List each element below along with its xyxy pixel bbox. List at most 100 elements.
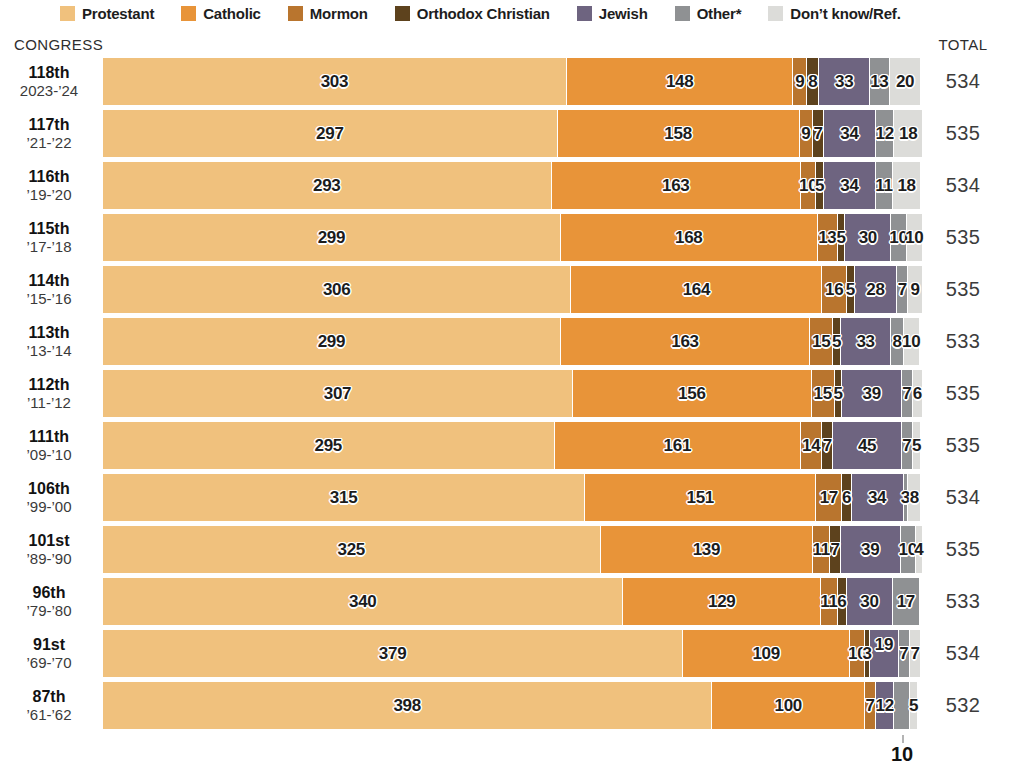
bar-segment-other- bbox=[894, 682, 909, 729]
legend-label: Jewish bbox=[599, 5, 648, 22]
bar-segment-don-t-know-ref-: 10 bbox=[907, 214, 922, 261]
segment-value: 34 bbox=[868, 488, 886, 508]
total-value: 535 bbox=[934, 370, 992, 417]
congress-label: 118th bbox=[29, 64, 70, 82]
congress-row: 101st ’89-’90 32513911739104 535 bbox=[0, 526, 1024, 573]
legend-item: Don’t know/Ref. bbox=[768, 5, 900, 22]
row-label: 117th ’21-’22 bbox=[0, 110, 98, 157]
segment-value: 100 bbox=[775, 696, 802, 716]
bar-segment-mormon: 7 bbox=[865, 682, 876, 729]
congress-row: 118th 2023-’24 30314898331320 534 bbox=[0, 58, 1024, 105]
row-label: 115th ’17-’18 bbox=[0, 214, 98, 261]
bar-segment-jewish: 28 bbox=[855, 266, 898, 313]
congress-years: ’99-’00 bbox=[26, 498, 71, 515]
segment-value: 158 bbox=[664, 124, 691, 144]
bar-segment-catholic: 109 bbox=[683, 630, 850, 677]
congress-row: 91st ’69-’70 3791091031977 534 bbox=[0, 630, 1024, 677]
bar-segment-catholic: 164 bbox=[571, 266, 822, 313]
segment-value: 34 bbox=[840, 124, 858, 144]
total-value: 534 bbox=[934, 58, 992, 105]
bar-segment-protestant: 307 bbox=[103, 370, 573, 417]
segment-value: 15 bbox=[814, 384, 832, 404]
segment-value: 7 bbox=[902, 384, 911, 404]
bar-segment-catholic: 161 bbox=[555, 422, 801, 469]
segment-value: 5 bbox=[832, 332, 841, 352]
row-label: 106th ’99-’00 bbox=[0, 474, 98, 521]
segment-value: 39 bbox=[861, 540, 879, 560]
segment-value: 10 bbox=[902, 332, 920, 352]
stacked-bar: 30314898331320 bbox=[103, 58, 920, 105]
bar-segment-orthodox-christian: 7 bbox=[813, 110, 824, 157]
legend-label: Mormon bbox=[310, 5, 368, 22]
bar-segment-mormon: 14 bbox=[801, 422, 822, 469]
legend-swatch bbox=[395, 6, 410, 21]
congress-label: 117th bbox=[29, 116, 70, 134]
legend-label: Protestant bbox=[82, 5, 154, 22]
segment-value: 7 bbox=[823, 436, 832, 456]
segment-value: 20 bbox=[896, 72, 914, 92]
segment-value: 34 bbox=[840, 176, 858, 196]
bar-segment-orthodox-christian: 7 bbox=[822, 422, 833, 469]
bar-segment-mormon: 17 bbox=[816, 474, 842, 521]
congress-row: 116th ’19-’20 293163105341118 534 bbox=[0, 162, 1024, 209]
bar-segment-jewish: 30 bbox=[845, 214, 891, 261]
total-value: 534 bbox=[934, 630, 992, 677]
bar-segment-don-t-know-ref-: 9 bbox=[908, 266, 922, 313]
congress-label: 114th bbox=[29, 272, 70, 290]
segment-value: 17 bbox=[820, 488, 838, 508]
segment-value: 5 bbox=[912, 436, 921, 456]
bar-segment-mormon: 9 bbox=[793, 58, 807, 105]
segment-value: 7 bbox=[902, 436, 911, 456]
congress-row: 87th ’61-’62 3981007125 532 bbox=[0, 682, 1024, 729]
bar-segment-don-t-know-ref-: 7 bbox=[910, 630, 921, 677]
row-label: 111th ’09-’10 bbox=[0, 422, 98, 469]
segment-value: 315 bbox=[330, 488, 357, 508]
total-value: 535 bbox=[934, 110, 992, 157]
segment-value: 139 bbox=[693, 540, 720, 560]
row-label: 114th ’15-’16 bbox=[0, 266, 98, 313]
segment-value: 4 bbox=[914, 540, 923, 560]
stacked-bar: 32513911739104 bbox=[103, 526, 922, 573]
segment-value: 168 bbox=[675, 228, 702, 248]
bar-segment-jewish: 45 bbox=[833, 422, 902, 469]
segment-value: 7 bbox=[830, 540, 839, 560]
congress-years: ’11-’12 bbox=[27, 394, 71, 411]
bar-segment-protestant: 299 bbox=[103, 214, 561, 261]
segment-value: 12 bbox=[876, 696, 894, 716]
congress-label: 91st bbox=[33, 636, 65, 654]
legend: ProtestantCatholicMormonOrthodox Christi… bbox=[60, 5, 901, 22]
bar-segment-don-t-know-ref-: 4 bbox=[916, 526, 922, 573]
bar-segment-orthodox-christian: 5 bbox=[816, 162, 824, 209]
bar-segment-catholic: 158 bbox=[558, 110, 800, 157]
legend-swatch bbox=[768, 6, 783, 21]
segment-value: 299 bbox=[318, 332, 345, 352]
segment-value: 7 bbox=[899, 644, 908, 664]
bar-segment-protestant: 325 bbox=[103, 526, 601, 573]
bar-segment-don-t-know-ref-: 18 bbox=[893, 162, 921, 209]
bar-segment-jewish: 12 bbox=[876, 682, 894, 729]
segment-value: 12 bbox=[876, 124, 894, 144]
segment-value: 3 bbox=[863, 644, 872, 664]
bar-segment-catholic: 151 bbox=[585, 474, 816, 521]
legend-label: Don’t know/Ref. bbox=[790, 5, 900, 22]
segment-value: 379 bbox=[379, 644, 406, 664]
bar-segment-other-: 13 bbox=[870, 58, 890, 105]
segment-value: 295 bbox=[315, 436, 342, 456]
segment-value: 8 bbox=[892, 332, 901, 352]
segment-value: 30 bbox=[860, 592, 878, 612]
bar-segment-jewish: 33 bbox=[841, 318, 892, 365]
bar-segment-don-t-know-ref-: 18 bbox=[894, 110, 922, 157]
congress-label: 113th bbox=[29, 324, 70, 342]
bar-segment-jewish: 39 bbox=[841, 526, 901, 573]
legend-label: Other* bbox=[697, 5, 742, 22]
bar-segment-protestant: 303 bbox=[103, 58, 567, 105]
legend-item: Jewish bbox=[577, 5, 648, 22]
segment-value: 11 bbox=[875, 176, 892, 196]
legend-swatch bbox=[577, 6, 592, 21]
congress-row: 114th ’15-’16 3061641652879 535 bbox=[0, 266, 1024, 313]
legend-label: Catholic bbox=[203, 5, 261, 22]
faith-on-the-hill-chart: ProtestantCatholicMormonOrthodox Christi… bbox=[0, 0, 1024, 766]
segment-value: 340 bbox=[349, 592, 376, 612]
segment-value: 33 bbox=[835, 72, 853, 92]
segment-value: 293 bbox=[313, 176, 340, 196]
